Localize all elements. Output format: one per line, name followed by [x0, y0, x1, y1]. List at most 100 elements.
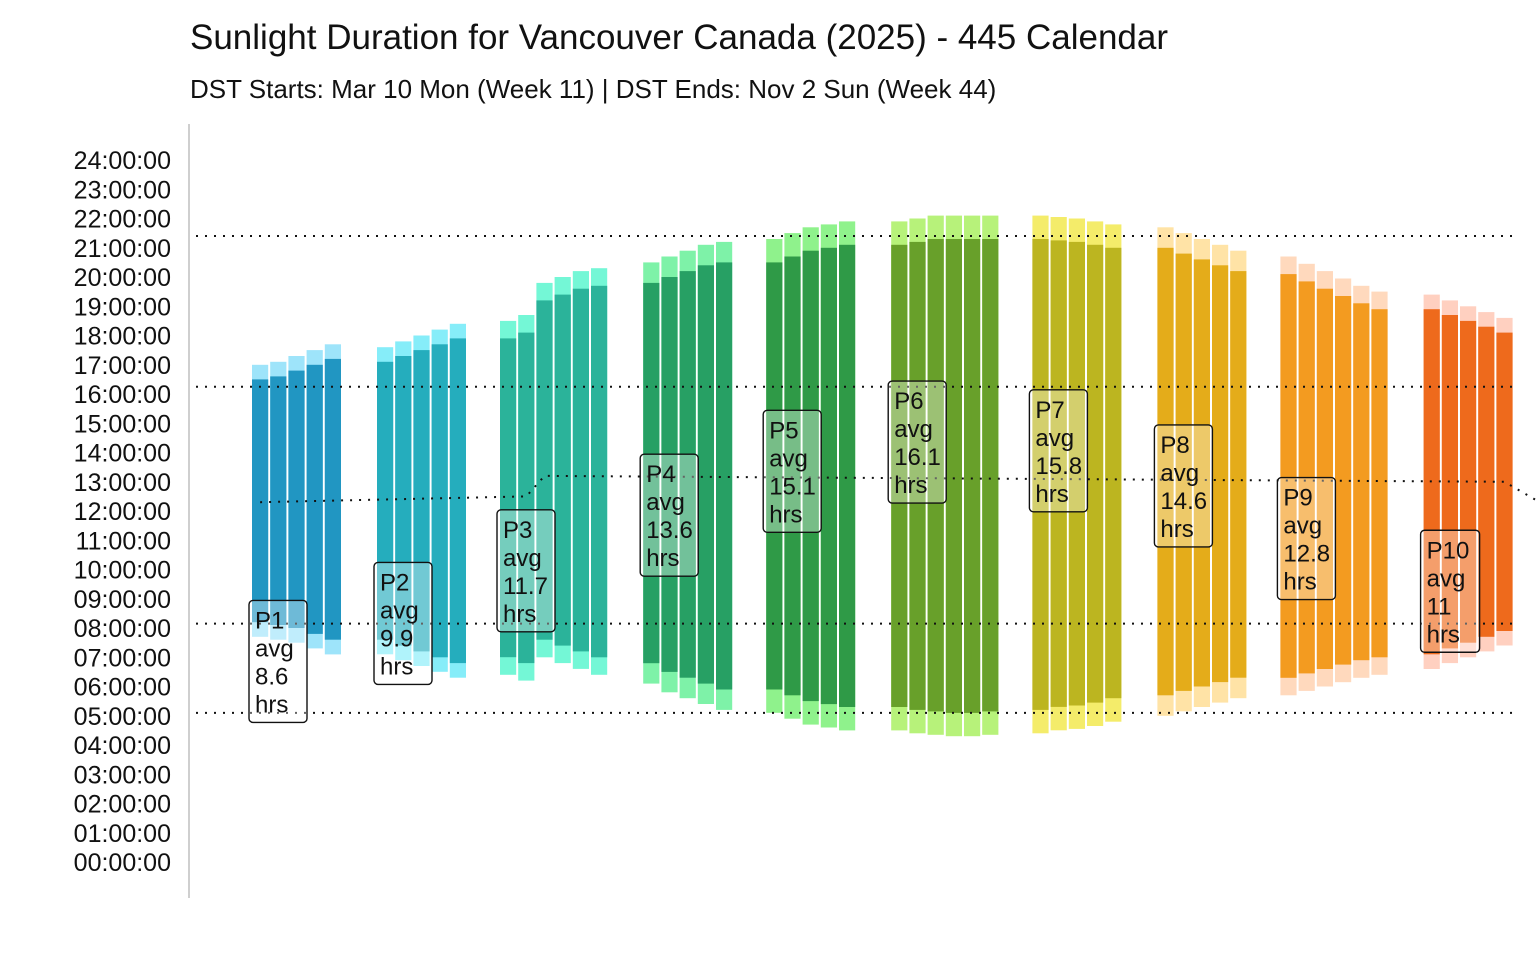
- daylight-bar: [554, 294, 571, 646]
- period-unit: hrs: [1035, 481, 1068, 508]
- period-label-box: [762, 409, 822, 534]
- y-tick-label: 20:00:00: [74, 264, 171, 292]
- period-avg-label: avg: [1427, 565, 1466, 592]
- period-avg-value: 16.1: [894, 444, 941, 471]
- daylight-bar: [1087, 244, 1104, 703]
- y-tick-label: 22:00:00: [74, 206, 171, 234]
- period-avg-value: 14.6: [1160, 488, 1207, 515]
- y-tick-label: 12:00:00: [74, 498, 171, 526]
- daylight-bar: [1105, 247, 1122, 699]
- y-tick-label: 21:00:00: [74, 235, 171, 263]
- daylight-bar: [982, 239, 999, 712]
- daylight-bar: [324, 358, 341, 640]
- daylight-bar: [1460, 320, 1477, 643]
- period-avg-value: 11: [1427, 593, 1452, 620]
- y-tick-label: 13:00:00: [74, 469, 171, 497]
- period-label-box: [496, 509, 556, 633]
- y-tick-label: 00:00:00: [74, 849, 171, 877]
- daylight-bar: [820, 247, 837, 705]
- daylight-bar: [1212, 265, 1229, 683]
- period-name: P2: [380, 569, 409, 596]
- daylight-bar: [306, 364, 323, 634]
- daylight-bar: [1441, 315, 1458, 649]
- daylight-bar: [661, 277, 678, 672]
- period-unit: hrs: [503, 601, 536, 628]
- y-tick-label: 19:00:00: [74, 293, 171, 321]
- period-avg-label: avg: [1035, 425, 1074, 452]
- period-label-box: [373, 561, 433, 686]
- period-label-box: [1153, 424, 1214, 548]
- period-avg-label: avg: [255, 635, 294, 662]
- period-unit: hrs: [255, 691, 288, 718]
- period-unit: hrs: [380, 653, 413, 680]
- period-bars: [252, 215, 1513, 737]
- daylight-bar: [945, 239, 962, 713]
- daylight-bar: [643, 282, 660, 664]
- daylight-bar: [1316, 288, 1333, 669]
- y-tick-label: 18:00:00: [74, 323, 171, 351]
- period-avg-value: 15.1: [769, 473, 816, 500]
- period-label-box: [887, 380, 947, 504]
- daylight-bar: [270, 376, 287, 625]
- period-unit: hrs: [646, 545, 679, 572]
- period-name: P3: [503, 517, 532, 544]
- chart-subtitle: DST Starts: Mar 10 Mon (Week 11) | DST E…: [190, 74, 996, 104]
- daylight-bar: [1175, 253, 1192, 691]
- daylight-bar: [1032, 239, 1049, 710]
- period-avg-label: avg: [380, 597, 419, 624]
- y-tick-label: 01:00:00: [74, 820, 171, 848]
- y-tick-label: 17:00:00: [74, 352, 171, 380]
- daylight-bar: [784, 256, 801, 696]
- y-tick-label: 06:00:00: [74, 674, 171, 702]
- daylight-bar: [1371, 309, 1388, 658]
- period-label-box: [1419, 529, 1481, 653]
- period-unit: hrs: [1283, 569, 1316, 596]
- y-tick-label: 16:00:00: [74, 381, 171, 409]
- period-avg-label: avg: [894, 416, 933, 443]
- period-label-box: [1028, 389, 1089, 513]
- daylight-bar: [766, 262, 783, 690]
- daylight-bar: [1050, 240, 1067, 707]
- period-name: P4: [646, 461, 675, 488]
- daylight-bar: [964, 239, 981, 713]
- y-tick-label: 10:00:00: [74, 557, 171, 585]
- daylight-bar: [288, 370, 305, 628]
- period-name: P5: [769, 417, 798, 444]
- daylight-bar: [1478, 326, 1495, 637]
- daylight-bar: [909, 241, 926, 710]
- daylight-bar: [1230, 271, 1247, 678]
- daylight-bar: [716, 262, 733, 690]
- period-avg-value: 15.8: [1035, 453, 1082, 480]
- daylight-bar: [449, 338, 466, 664]
- y-tick-label: 07:00:00: [74, 644, 171, 672]
- daylight-bar: [1496, 332, 1513, 631]
- period-name: P8: [1160, 432, 1189, 459]
- y-tick-labels: 00:00:0001:00:0002:00:0003:00:0004:00:00…: [74, 147, 171, 877]
- daylight-bar: [395, 356, 412, 646]
- daylight-bar: [252, 379, 269, 623]
- period-label-box: [1276, 476, 1337, 601]
- period-name: P7: [1035, 397, 1064, 424]
- period-name: P10: [1427, 537, 1470, 564]
- y-tick-label: 11:00:00: [76, 527, 171, 555]
- period-unit: hrs: [1160, 516, 1193, 543]
- period-avg-value: 8.6: [255, 663, 288, 690]
- period-unit: hrs: [1427, 621, 1460, 648]
- daylight-bar: [431, 344, 448, 658]
- period-avg-label: avg: [646, 489, 685, 516]
- y-tick-label: 04:00:00: [74, 732, 171, 760]
- period-avg-label: avg: [1283, 513, 1322, 540]
- daylight-bar: [591, 285, 608, 658]
- y-tick-label: 14:00:00: [74, 440, 171, 468]
- daylight-bar: [518, 332, 535, 664]
- period-label-box: [639, 453, 699, 577]
- daylight-bar: [927, 239, 944, 712]
- y-tick-label: 02:00:00: [74, 791, 171, 819]
- daylight-bar: [1157, 247, 1174, 696]
- daylight-bar: [413, 350, 430, 652]
- y-tick-label: 15:00:00: [74, 410, 171, 438]
- daylight-bar: [536, 300, 553, 640]
- period-unit: hrs: [769, 501, 802, 528]
- daylight-bar: [839, 244, 856, 708]
